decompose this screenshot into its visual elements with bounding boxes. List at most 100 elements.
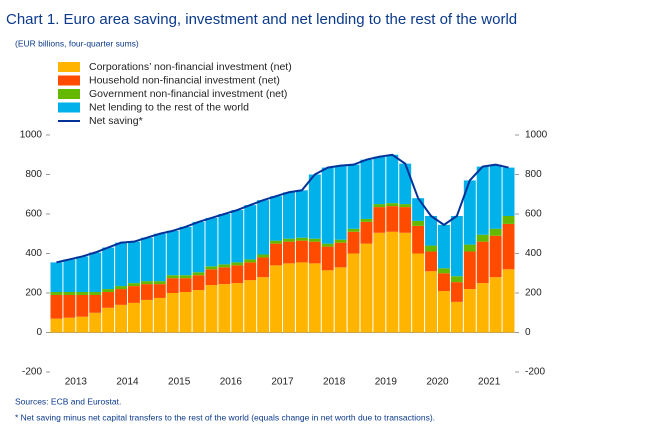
bar-segment [347, 253, 360, 333]
bar-segment [283, 263, 295, 333]
bar-segment [412, 198, 425, 221]
bar-segment [463, 244, 476, 252]
bar-segment [153, 233, 166, 282]
bar-segment [476, 241, 489, 284]
bar-segment [231, 265, 244, 284]
y2-tick-label: 600 [525, 209, 542, 220]
bar-segment [244, 262, 257, 281]
y-tick-label: -200 [22, 367, 42, 378]
bar-segment [102, 289, 115, 293]
bar-segment [166, 278, 179, 293]
y-tick-label: 600 [25, 209, 42, 220]
bar-segment [321, 243, 334, 247]
bar-segment [257, 254, 270, 258]
bar-segment [166, 293, 179, 333]
bar-segment [179, 278, 192, 293]
bar-segment [63, 292, 76, 295]
bar-segment [295, 262, 308, 333]
bar-segment [205, 217, 218, 267]
bar-segment [438, 273, 450, 292]
bar-segment [386, 154, 399, 204]
bar-segment [334, 239, 347, 243]
y-tick-label: 800 [25, 169, 42, 180]
bar-segment [295, 237, 308, 241]
bar-segment [308, 241, 321, 264]
bar-segment [231, 262, 244, 266]
bar-segment [321, 167, 334, 244]
bar-segment [425, 215, 437, 246]
x-tick-label: 2016 [220, 377, 243, 388]
x-tick-label: 2015 [168, 377, 191, 388]
bar-segment [153, 281, 166, 285]
bar-segment [76, 316, 89, 333]
bar-segment [347, 231, 360, 254]
bar-segment [270, 265, 282, 333]
bar-segment [463, 289, 476, 333]
bar-segment [450, 215, 463, 277]
bar-segment [425, 251, 437, 272]
bar-segment [153, 297, 166, 333]
bar-segment [412, 253, 425, 333]
bar-segment [360, 243, 373, 333]
bar-segment [128, 302, 140, 333]
bar-segment [450, 276, 463, 283]
sources: Sources: ECB and Eurostat. [15, 396, 121, 406]
chart-title: Chart 1. Euro area saving, investment an… [6, 11, 517, 28]
y2-tick-label: 0 [525, 327, 531, 338]
bar-segment [489, 235, 502, 278]
chart-subtitle: (EUR billions, four-quarter sums) [15, 38, 139, 48]
bar-segment [283, 241, 295, 264]
legend-label: Net lending to the rest of the world [89, 101, 249, 113]
bar-segment [192, 275, 205, 291]
bar-segment [244, 259, 257, 263]
bar-segment [476, 166, 489, 235]
x-tick-label: 2018 [323, 377, 346, 388]
bar-segment [192, 272, 205, 276]
bar-segment [115, 304, 127, 333]
bar-segment [192, 290, 205, 333]
bar-segment [218, 264, 231, 268]
y-tick-label: 200 [25, 288, 42, 299]
legend-label: Government non-financial investment (net… [89, 88, 287, 100]
x-tick-label: 2021 [478, 377, 501, 388]
bar-segment [218, 214, 231, 265]
y2-tick-label: 800 [525, 169, 542, 180]
bar-segment [218, 284, 231, 333]
bar-segment [360, 221, 373, 244]
bar-segment [450, 301, 463, 333]
bar-segment [140, 284, 153, 300]
bar-segment [50, 262, 63, 293]
bar-segment [257, 200, 270, 255]
bar-segment [257, 277, 270, 333]
bar-segment [231, 210, 244, 263]
bar-segment [270, 243, 282, 266]
bar-segment [283, 192, 295, 239]
bar-segment [76, 292, 89, 295]
bar-segment [166, 275, 179, 279]
bar-segment [360, 218, 373, 222]
bar-segment [205, 269, 218, 286]
bar-segment [502, 269, 515, 333]
bar-segment [386, 206, 399, 232]
bar-segment [463, 251, 476, 290]
bar-segment [179, 226, 192, 276]
y-tick-label: 400 [25, 248, 42, 259]
y2-tick-label: -200 [525, 367, 545, 378]
legend-label: Net saving* [89, 115, 143, 127]
bar-segment [399, 204, 412, 208]
bar-segment [257, 257, 270, 278]
bar-segment [102, 307, 115, 333]
y2-tick-label: 400 [525, 248, 542, 259]
bar-segment [115, 242, 127, 287]
bar-segment [89, 292, 102, 295]
bar-segment [192, 221, 205, 273]
legend-label: Corporations’ non-financial investment (… [89, 61, 292, 73]
bar-segment [502, 167, 515, 216]
bar-segment [399, 232, 412, 333]
bar-segment [63, 317, 76, 333]
bar-segment [153, 284, 166, 298]
bar-segment [218, 267, 231, 285]
bar-segment [50, 292, 63, 295]
bar-segment [347, 164, 360, 229]
line [56, 153, 509, 264]
